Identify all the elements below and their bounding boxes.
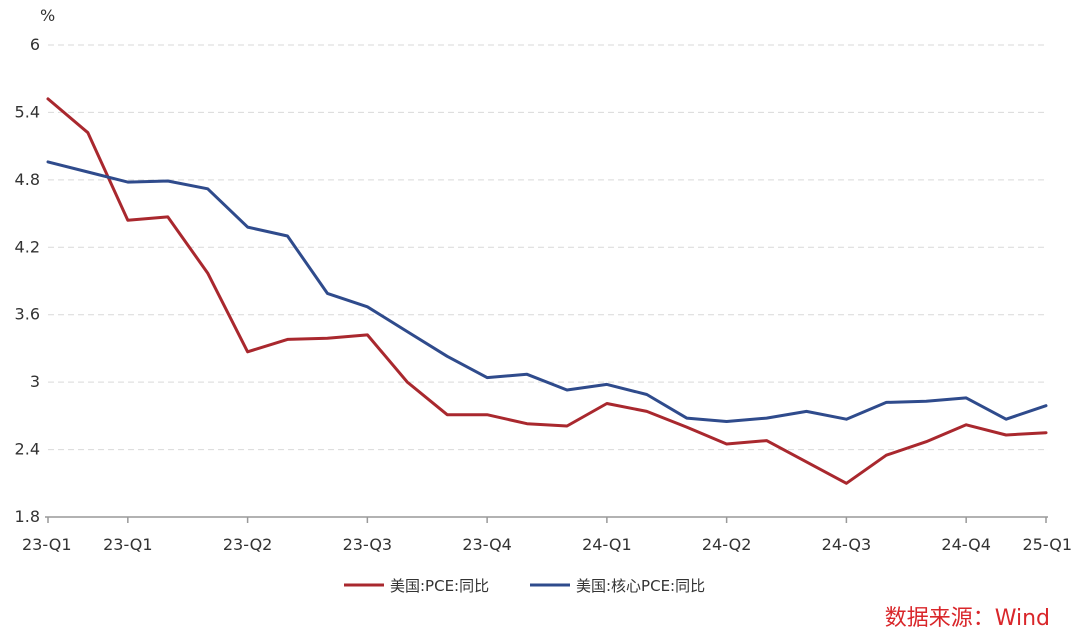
legend-label-pce: 美国:PCE:同比 [390,577,489,595]
x-tick-label: 23-Q1 [103,535,153,554]
series-lines [46,97,1048,485]
x-tick-label: 25-Q1 [1023,535,1073,554]
y-unit-label: % [40,6,55,25]
legend-label-core-pce: 美国:核心PCE:同比 [576,577,705,595]
x-tick-label: 23-Q4 [462,535,512,554]
x-tick-label: 24-Q4 [941,535,991,554]
x-axis-ticks: 23-Q1 23-Q1 23-Q2 23-Q3 23-Q4 24-Q1 24-Q2 24-Q3… [22,517,1072,554]
y-tick-label: 3.6 [15,305,40,324]
data-source-note: 数据来源：Wind [884,606,1050,631]
y-tick-label: 1.8 [15,507,40,526]
y-tick-label: 4.8 [15,170,40,189]
legend-item-core-pce[interactable]: 美国:核心PCE:同比 [530,577,705,595]
legend: 美国:PCE:同比 美国:核心PCE:同比 [344,577,705,595]
x-tick-label: 23-Q2 [223,535,273,554]
series-line-core-pce [46,160,1048,423]
y-tick-label: 2.4 [15,440,40,459]
x-tick-label: 24-Q1 [582,535,632,554]
grid-lines [48,44,1046,451]
series-line-pce [46,97,1048,485]
legend-item-pce[interactable]: 美国:PCE:同比 [344,577,489,595]
x-tick-label: 23-Q1 [22,535,72,554]
y-tick-label: 3 [30,372,40,391]
y-tick-label: 4.2 [15,237,40,256]
x-tick-label: 24-Q3 [822,535,872,554]
y-tick-label: 5.4 [15,102,40,121]
x-tick-label: 23-Q3 [343,535,393,554]
x-tick-label: 24-Q2 [702,535,752,554]
y-tick-label: 6 [30,35,40,54]
y-axis-ticks: 1.8 2.4 3 3.6 4.2 4.8 5.4 6 [15,35,40,526]
